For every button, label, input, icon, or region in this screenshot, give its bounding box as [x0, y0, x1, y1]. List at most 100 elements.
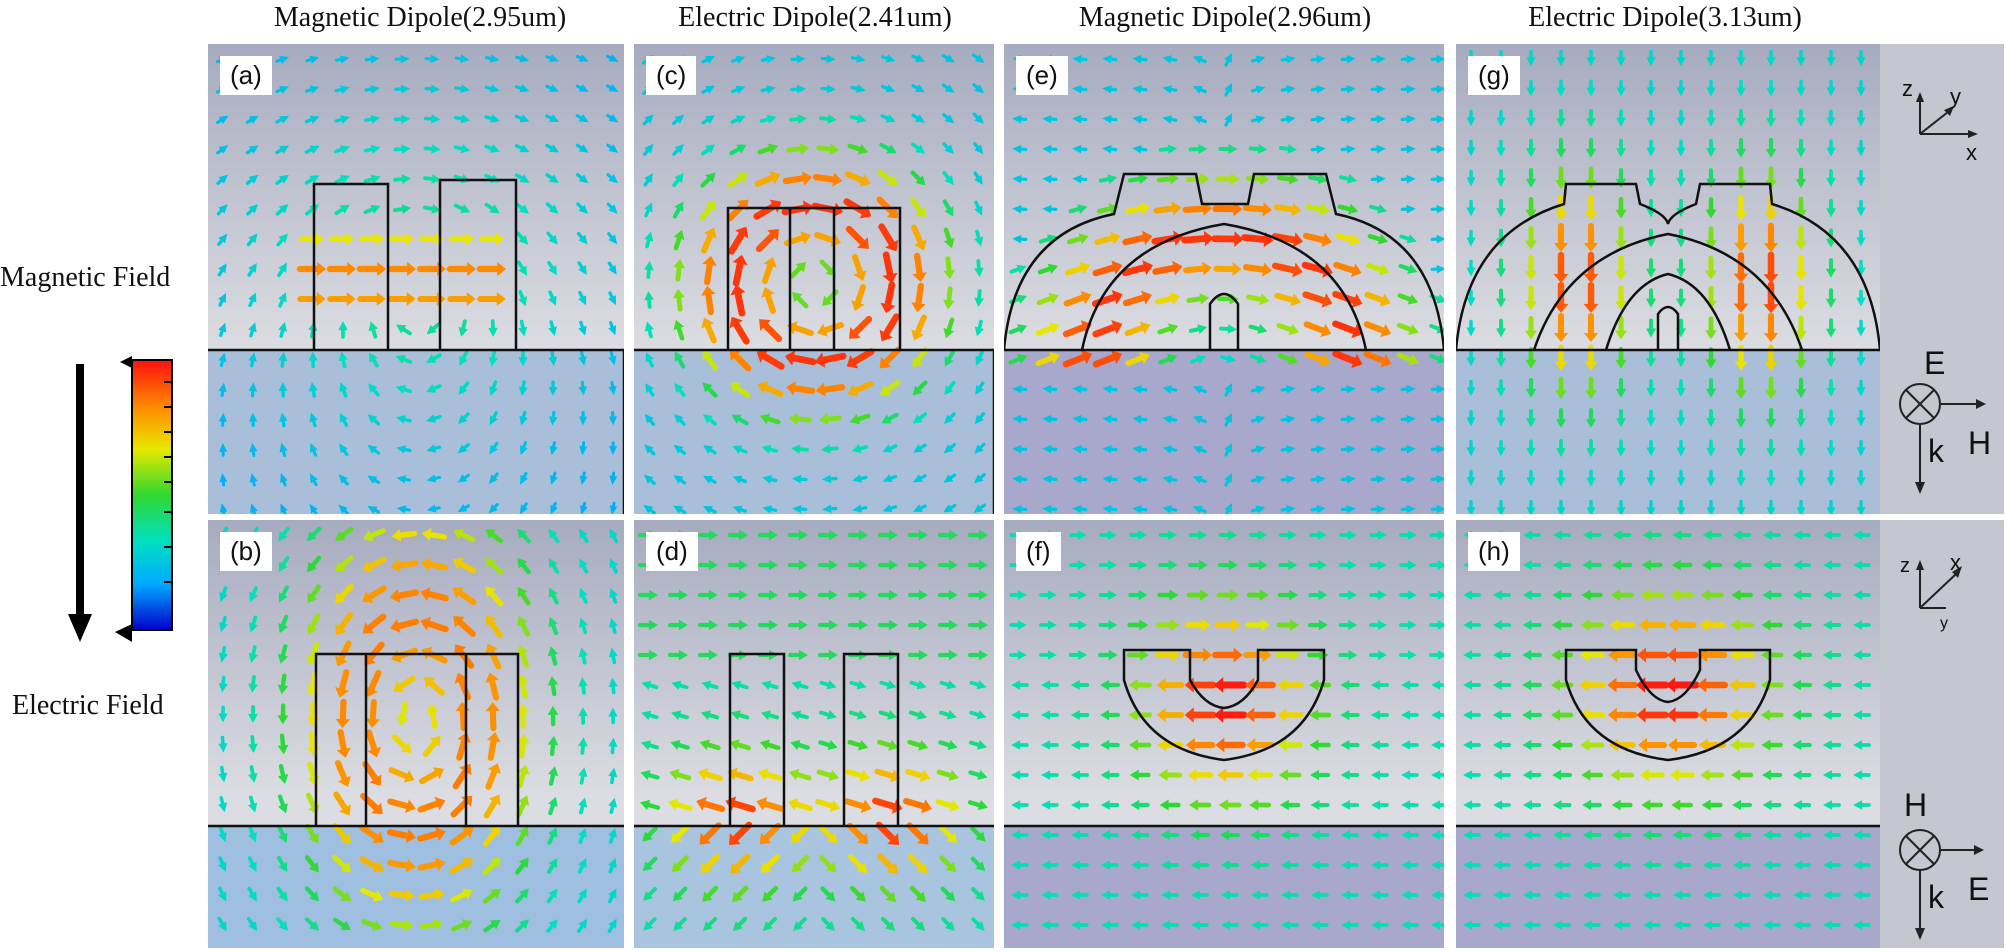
field-arrow: [607, 261, 617, 275]
field-arrow: [700, 172, 716, 188]
field-arrow: [1430, 444, 1444, 454]
field-arrow: [699, 739, 721, 751]
field-arrow: [936, 769, 959, 781]
field-arrow: [1492, 590, 1511, 600]
field-arrow: [1671, 559, 1693, 571]
field-arrow: [1615, 196, 1627, 219]
field-arrow: [1856, 139, 1866, 157]
field-arrow: [848, 710, 868, 720]
axis-z-top: z: [1902, 76, 1913, 101]
field-arrow: [608, 707, 618, 725]
field-arrow: [970, 826, 986, 842]
field-arrow: [731, 680, 749, 690]
field-arrow: [247, 886, 257, 902]
field-arrow: [519, 410, 528, 426]
field-arrow: [396, 505, 411, 514]
field-arrow: [514, 114, 530, 123]
field-arrow: [1705, 197, 1717, 219]
field-arrow: [277, 794, 288, 814]
field-arrow: [1761, 769, 1783, 781]
field-arrow: [453, 616, 476, 637]
panel-d-field: [634, 520, 994, 948]
field-arrow: [759, 822, 782, 845]
field-arrow: [912, 412, 927, 424]
field-arrow: [1092, 350, 1123, 368]
field-arrow: [575, 54, 589, 62]
field-arrow: [1251, 920, 1269, 930]
field-arrow: [732, 475, 748, 484]
field-arrow: [391, 734, 412, 753]
field-arrow: [1072, 474, 1088, 484]
field-arrow: [1341, 890, 1359, 900]
field-arrow: [731, 885, 749, 903]
field-arrow: [1070, 710, 1090, 720]
field-arrow: [1616, 499, 1626, 514]
field-arrow: [943, 412, 956, 425]
field-arrow: [941, 53, 955, 63]
pol-k-bottom: k: [1928, 879, 1945, 915]
field-arrow: [514, 173, 530, 183]
field-arrow: [515, 857, 529, 875]
field-arrow: [389, 919, 414, 932]
field-arrow: [1583, 890, 1601, 900]
field-arrow: [304, 886, 320, 902]
field-arrow: [937, 589, 958, 601]
field-arrow: [248, 412, 258, 428]
field-arrow: [1401, 920, 1419, 930]
panel-f-label: (f): [1016, 532, 1061, 571]
field-arrow: [1492, 620, 1512, 630]
field-arrow: [1192, 505, 1207, 514]
field-arrow: [1856, 319, 1866, 337]
field-arrow: [304, 917, 320, 931]
field-arrow: [645, 383, 655, 397]
field-arrow: [1523, 830, 1541, 840]
field-arrow: [579, 528, 589, 544]
field-arrow: [971, 53, 985, 63]
field-arrow: [359, 856, 384, 873]
field-arrow: [1011, 920, 1029, 930]
field-arrow: [1616, 469, 1626, 487]
field-arrow: [365, 698, 380, 728]
field-arrow: [608, 647, 618, 665]
field-arrow: [1766, 438, 1776, 458]
field-arrow: [1158, 144, 1178, 154]
field-arrow: [309, 473, 318, 487]
field-arrow: [1555, 407, 1567, 428]
field-arrow: [937, 529, 958, 541]
panel-f-field: [1004, 520, 1444, 948]
field-arrow: [309, 412, 318, 428]
field-arrow: [309, 503, 318, 514]
field-arrow: [1401, 710, 1419, 720]
field-arrow: [1463, 890, 1481, 900]
field-arrow: [362, 585, 387, 603]
field-arrow: [1645, 318, 1657, 338]
field-arrow: [819, 114, 837, 124]
field-arrow: [970, 856, 986, 872]
field-arrow: [851, 444, 869, 454]
field-arrow: [1856, 109, 1866, 127]
field-arrow: [879, 346, 902, 369]
field-arrow: [1250, 445, 1266, 454]
field-arrow: [368, 321, 378, 339]
field-arrow: [1009, 264, 1027, 274]
field-arrow: [477, 292, 506, 306]
field-arrows: [1466, 49, 1866, 514]
field-arrow: [576, 231, 588, 245]
field-arrow: [821, 917, 835, 931]
field-arrow: [942, 171, 954, 186]
field-arrow: [907, 649, 928, 661]
field-arrow: [1012, 384, 1028, 394]
field-arrow: [641, 710, 659, 720]
field-arrow: [1220, 829, 1241, 841]
field-arrow: [1072, 414, 1088, 424]
field-arrow: [1162, 385, 1178, 394]
field-arrow: [1496, 469, 1506, 487]
field-arrow: [727, 619, 748, 631]
field-arrow: [791, 291, 809, 309]
field-arrow: [1856, 229, 1866, 247]
structure-outline: [438, 178, 518, 350]
field-arrow: [1697, 707, 1728, 723]
field-arrow: [817, 559, 838, 571]
field-arrow: [730, 710, 750, 720]
structure-outline: [1456, 182, 1880, 351]
